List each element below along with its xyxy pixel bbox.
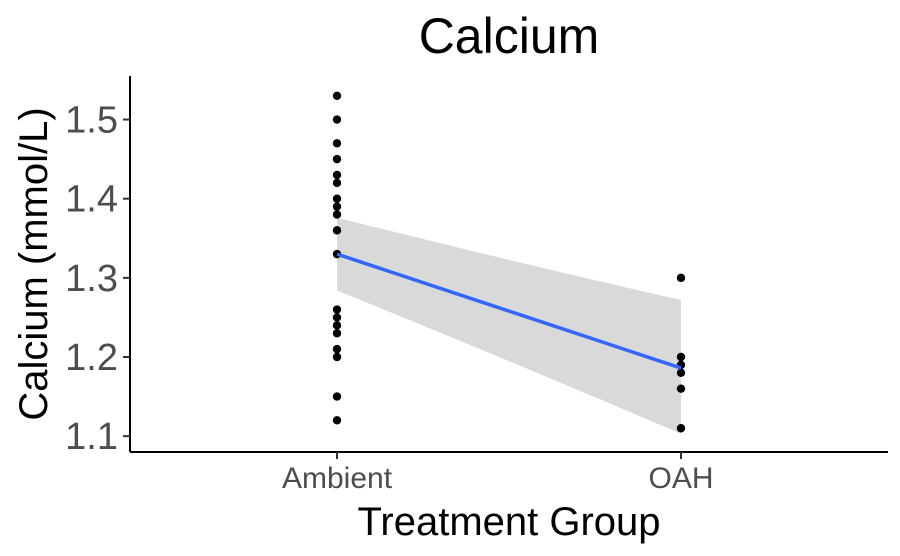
data-point [676,352,686,362]
y-tick-label: 1.2 [65,337,118,379]
data-point [676,368,686,378]
data-point [332,139,342,148]
data-point [676,273,686,283]
confidence-band-layer [337,217,681,434]
data-point [332,115,342,124]
data-point [332,352,342,362]
data-point [332,154,342,164]
data-point [332,329,342,338]
data-point [332,202,342,211]
chart-title: Calcium [419,8,600,64]
fit-line [336,252,682,370]
fit-line-layer [336,252,682,370]
y-axis-title: Calcium (mmol/L) [12,107,56,420]
data-point [332,226,342,235]
data-point [332,305,342,314]
data-point [332,178,342,188]
confidence-band [337,217,681,434]
points-layer [332,91,686,433]
data-point [332,344,342,354]
x-tick-label: Ambient [282,462,393,495]
data-point [676,424,686,433]
x-ticks: Ambient OAH [282,452,714,495]
data-point [676,384,686,393]
data-point [332,416,342,425]
data-point [332,392,342,401]
y-tick-label: 1.4 [65,179,118,221]
y-ticks: 1.1 1.2 1.3 1.4 1.5 [65,100,130,458]
y-tick-label: 1.1 [65,416,118,458]
data-point [332,313,342,322]
data-point [332,321,342,330]
data-point [332,91,342,100]
x-axis-title: Treatment Group [357,500,660,544]
data-point [332,210,342,219]
data-point [332,194,342,203]
y-tick-label: 1.5 [65,100,118,142]
data-point [332,170,342,180]
x-tick-label: OAH [648,462,713,495]
y-tick-label: 1.3 [65,258,118,300]
